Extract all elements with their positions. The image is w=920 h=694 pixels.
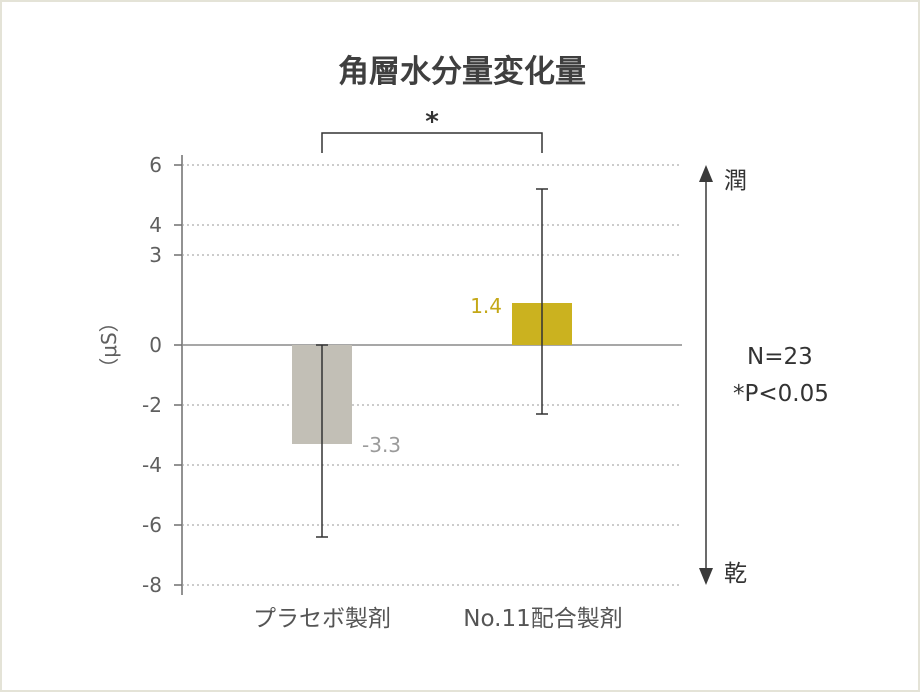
sample-size-note: N=23 bbox=[747, 344, 813, 370]
x-category-label: No.11配合製剤 bbox=[463, 606, 622, 632]
y-tick-label: 4 bbox=[149, 213, 162, 237]
data-label: 1.4 bbox=[470, 294, 502, 318]
data-label: -3.3 bbox=[362, 433, 401, 457]
x-category-label: プラセボ製剤 bbox=[253, 606, 391, 632]
p-value-note: *P<0.05 bbox=[733, 381, 829, 407]
side-axis-bottom-label: 乾 bbox=[724, 561, 747, 587]
chart-title: 角層水分量変化量 bbox=[338, 54, 586, 90]
y-axis-label: （μS） bbox=[97, 312, 121, 377]
y-tick-label: 6 bbox=[149, 153, 162, 177]
significance-marker: * bbox=[425, 107, 439, 137]
side-axis-up-arrow bbox=[699, 165, 713, 182]
y-tick-label: -4 bbox=[142, 453, 162, 477]
side-axis-top-label: 潤 bbox=[724, 168, 747, 194]
y-tick-label: 3 bbox=[149, 243, 162, 267]
significance-bracket bbox=[321, 132, 543, 153]
y-tick-label: -2 bbox=[142, 393, 162, 417]
y-tick-label: -8 bbox=[142, 573, 162, 597]
side-axis-down-arrow bbox=[699, 568, 713, 585]
y-tick-label: -6 bbox=[142, 513, 162, 537]
y-tick-label: 0 bbox=[149, 333, 162, 357]
